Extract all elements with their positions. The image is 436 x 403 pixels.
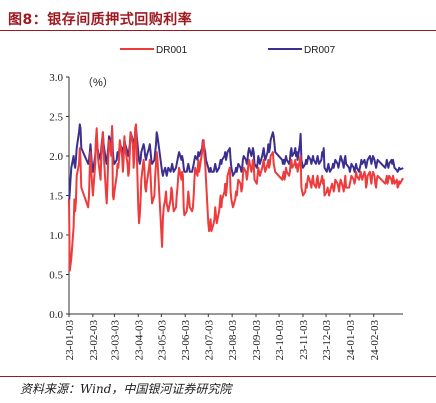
series-lines <box>68 123 404 272</box>
legend-label-dr007: DR007 <box>304 45 336 56</box>
x-tick-label: 23-08-03 <box>227 320 239 361</box>
x-tick-label: 24-01-03 <box>345 320 357 361</box>
y-axis: 0.0 0.5 1.0 1.5 2.0 2.5 3.0 <box>49 72 70 321</box>
y-tick-label: 1.5 <box>49 191 63 203</box>
y-tick-label: 0.5 <box>49 270 63 282</box>
x-tick-label: 23-05-03 <box>156 320 168 361</box>
source-note: 资料来源：Wind，中国银河证券研究院 <box>20 382 232 396</box>
y-tick-label: 2.5 <box>49 112 63 124</box>
x-tick-label: 23-06-03 <box>180 320 192 361</box>
legend-label-dr001: DR001 <box>156 45 188 56</box>
figure-title: 图8：银存间质押式回购利率 <box>8 12 193 28</box>
series-line-dr001 <box>68 123 404 272</box>
x-tick-label: 24-02-03 <box>369 320 381 361</box>
x-tick-label: 23-11-03 <box>298 320 310 360</box>
x-axis: 23-01-03 23-02-03 23-03-03 23-04-03 23-05-03… <box>64 313 403 361</box>
x-tick-label: 23-03-03 <box>109 320 121 361</box>
title-rule <box>0 30 436 31</box>
x-tick-label: 23-12-03 <box>321 320 333 361</box>
legend: DR001 DR007 <box>120 45 336 56</box>
x-tick-label: 23-10-03 <box>274 320 286 361</box>
y-tick-label: 2.0 <box>49 151 63 163</box>
y-tick-label: 0.0 <box>49 309 63 321</box>
x-tick-label: 23-04-03 <box>133 320 145 361</box>
x-tick-label: 23-02-03 <box>88 320 100 361</box>
y-tick-label: 1.0 <box>49 230 63 242</box>
x-tick-label: 23-07-03 <box>203 320 215 361</box>
source-rule <box>0 376 436 377</box>
y-tick-label: 3.0 <box>49 72 63 84</box>
x-tick-label: 23-09-03 <box>251 320 263 361</box>
y-unit-label: （%） <box>82 76 114 89</box>
x-tick-label: 23-01-03 <box>64 320 76 361</box>
